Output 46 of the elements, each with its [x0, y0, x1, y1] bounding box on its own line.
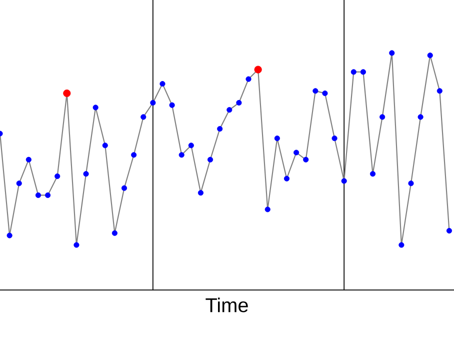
point	[140, 114, 146, 120]
point	[112, 230, 118, 236]
point	[389, 50, 395, 56]
point	[380, 114, 386, 120]
point	[83, 171, 89, 177]
point	[398, 242, 404, 248]
point	[26, 156, 32, 162]
point	[360, 69, 366, 75]
point	[418, 114, 424, 120]
point	[284, 176, 290, 182]
point	[436, 88, 442, 94]
point	[312, 88, 318, 94]
point	[131, 152, 137, 158]
point	[350, 69, 356, 75]
point	[226, 107, 232, 113]
point	[370, 171, 376, 177]
point	[332, 136, 338, 142]
point	[178, 152, 184, 158]
point	[207, 156, 214, 162]
x-axis-title: Time	[206, 298, 248, 312]
point	[160, 81, 166, 87]
point	[303, 156, 309, 162]
point	[341, 178, 347, 184]
point	[92, 104, 98, 110]
point	[322, 90, 328, 96]
point	[264, 206, 270, 212]
point	[188, 142, 194, 148]
point	[74, 242, 80, 248]
point	[408, 180, 414, 186]
point	[169, 102, 175, 108]
point	[6, 232, 12, 238]
point	[198, 190, 204, 196]
point	[446, 228, 452, 234]
point	[45, 192, 51, 198]
point	[121, 185, 128, 191]
point	[16, 180, 22, 186]
point	[102, 142, 108, 148]
point	[54, 173, 60, 180]
point	[217, 126, 223, 132]
point	[150, 100, 156, 106]
point	[427, 52, 433, 58]
point	[294, 150, 300, 156]
point	[246, 76, 252, 82]
point	[274, 136, 280, 142]
point	[236, 100, 242, 106]
point	[35, 192, 42, 198]
